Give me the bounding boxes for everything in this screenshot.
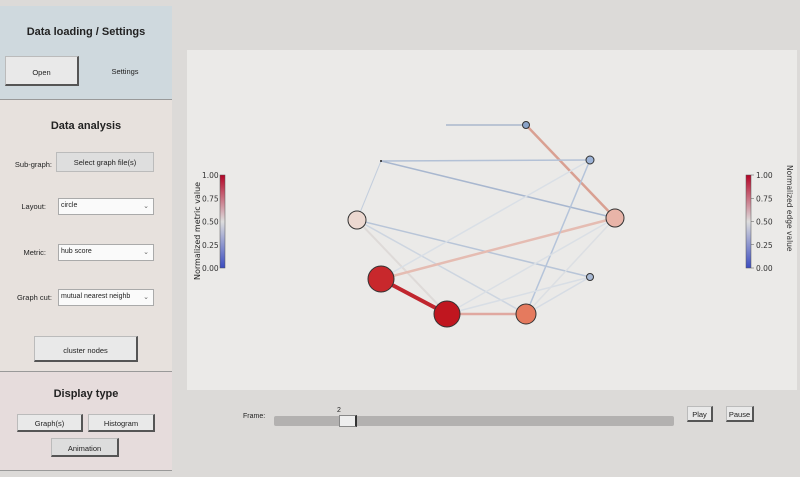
graph-edge <box>356 219 527 315</box>
layout-label: Layout: <box>21 202 46 211</box>
metric-label: Metric: <box>23 248 47 257</box>
edge-colorbar-label: Normalized edge value <box>785 165 794 252</box>
animation-button[interactable]: Animation <box>51 438 119 457</box>
graphs-button[interactable]: Graph(s) <box>17 414 83 432</box>
graph-cut-label: Graph cut: <box>16 293 52 302</box>
network-graph: 1.00 0.75 0.50 0.25 0.00 Normalized metric v… <box>193 121 794 328</box>
histogram-button[interactable]: Histogram <box>88 414 155 432</box>
graph-edge <box>525 159 591 315</box>
left-panel: Data loading / Settings Open Settings Da… <box>0 6 172 471</box>
graph-node <box>433 300 461 328</box>
data-loading-section: Data loading / Settings Open Settings <box>0 6 172 100</box>
animation-controls: Frame: 2 Play Pause <box>173 392 800 442</box>
chevron-down-icon: ⌄ <box>143 294 149 301</box>
graph-node <box>367 265 395 293</box>
frame-label: Frame: <box>243 413 266 420</box>
graph-edge <box>356 219 591 278</box>
graph-edge <box>356 160 382 221</box>
edge-colorbar-tick: 0.25 <box>756 241 773 250</box>
edge-colorbar-tick: 1.00 <box>756 171 773 180</box>
chevron-down-icon: ⌄ <box>143 249 149 256</box>
graph-edge <box>380 159 591 280</box>
graph-edge <box>446 217 616 315</box>
main-area: 1.00 0.75 0.50 0.25 0.00 Normalized metric v… <box>173 0 800 477</box>
layout-value: circle <box>61 202 78 209</box>
display-type-section: Display type Graph(s) Histogram Animatio… <box>0 372 172 471</box>
layout-select[interactable]: circle ⌄ <box>58 198 154 215</box>
section-title: Data analysis <box>50 120 122 132</box>
play-button[interactable]: Play <box>687 406 713 422</box>
graph-edge <box>380 159 591 162</box>
chevron-down-icon: ⌄ <box>143 203 149 210</box>
frame-slider[interactable] <box>274 415 674 427</box>
subgraph-label: Sub-graph: <box>14 160 52 169</box>
metric-colorbar-label: Normalized metric value <box>193 182 202 280</box>
graph-node <box>380 160 382 162</box>
metric-colorbar-tick: 0.75 <box>202 194 219 203</box>
graph-node <box>605 208 625 228</box>
metric-value: hub score <box>61 248 92 255</box>
graph-edge <box>380 216 616 281</box>
frame-value: 2 <box>337 407 341 414</box>
graph-edge <box>525 217 616 315</box>
settings-button[interactable]: Settings <box>111 67 139 76</box>
metric-colorbar-tick: 0.50 <box>202 218 219 227</box>
graph-edge <box>380 160 616 219</box>
metric-colorbar-tick: 1.00 <box>202 171 219 180</box>
graph-node <box>585 155 595 165</box>
graph-node <box>347 210 367 230</box>
metric-select[interactable]: hub score ⌄ <box>58 244 154 261</box>
section-title: Display type <box>53 388 119 400</box>
metric-colorbar-tick: 0.00 <box>202 264 219 273</box>
edge-colorbar-tick: 0.75 <box>756 194 773 203</box>
edge-colorbar-tick: 0.50 <box>756 218 773 227</box>
graph-node <box>586 273 594 281</box>
graph-cut-select[interactable]: mutual nearest neighb ⌄ <box>58 289 154 306</box>
pause-button[interactable]: Pause <box>726 406 754 422</box>
cluster-nodes-button[interactable]: cluster nodes <box>34 336 138 362</box>
edge-colorbar <box>745 174 752 269</box>
open-button[interactable]: Open <box>5 56 79 86</box>
section-title: Data loading / Settings <box>26 26 146 38</box>
metric-colorbar-tick: 0.25 <box>202 241 219 250</box>
graph-node <box>515 303 537 325</box>
graph-edge <box>525 276 591 315</box>
data-analysis-section: Data analysis Sub-graph: Select graph fi… <box>0 100 172 372</box>
metric-colorbar <box>219 174 226 269</box>
graph-edge <box>446 276 591 315</box>
frame-slider-handle[interactable] <box>338 415 357 427</box>
graph-cut-value: mutual nearest neighb <box>61 293 131 300</box>
graph-plot: 1.00 0.75 0.50 0.25 0.00 Normalized metric v… <box>187 50 797 390</box>
graph-node <box>522 121 530 129</box>
edge-colorbar-tick: 0.00 <box>756 264 773 273</box>
select-graph-files-button[interactable]: Select graph file(s) <box>56 152 154 172</box>
